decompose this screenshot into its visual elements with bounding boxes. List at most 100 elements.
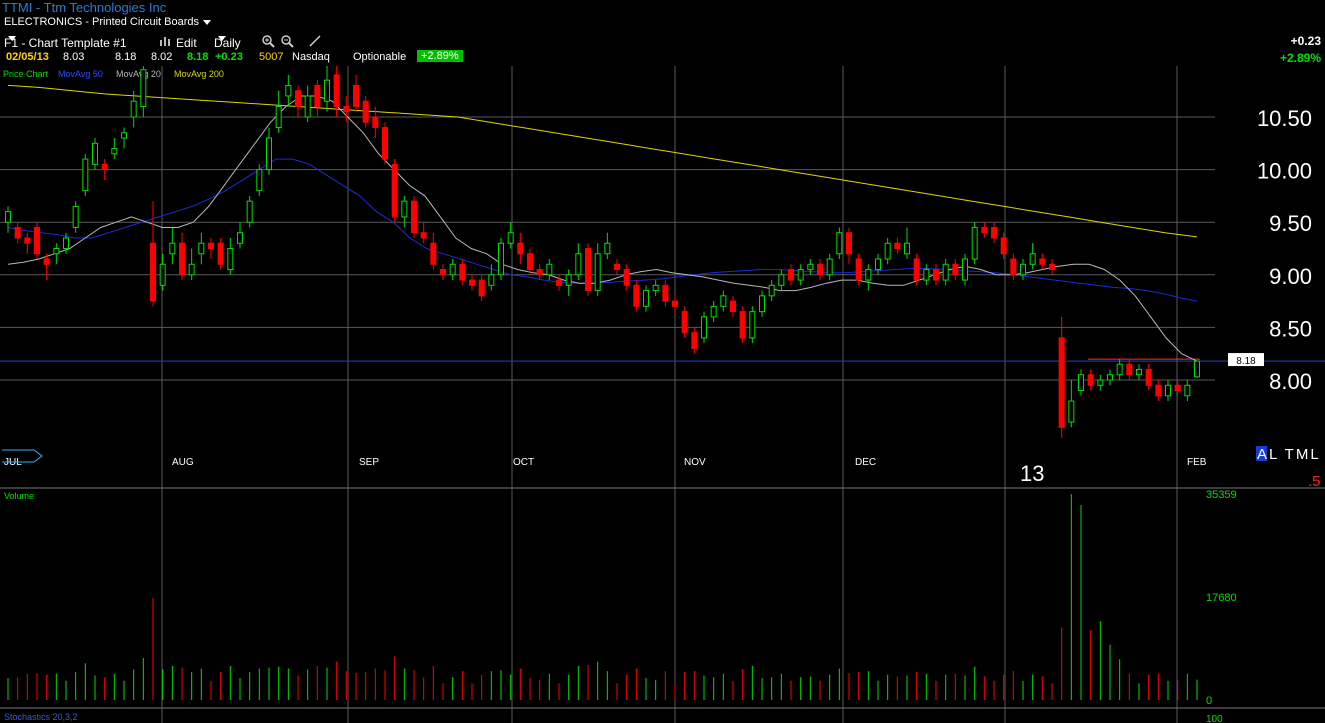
candle-body bbox=[1039, 258, 1046, 265]
zoom-out-button[interactable] bbox=[280, 34, 294, 51]
candle-body bbox=[778, 274, 785, 286]
candle-body bbox=[1097, 379, 1104, 386]
candle-body bbox=[507, 232, 514, 244]
candle-body bbox=[991, 226, 997, 239]
candle-body bbox=[807, 263, 814, 271]
al-highlight bbox=[1256, 446, 1267, 461]
candle-body bbox=[1078, 374, 1084, 392]
candle-body bbox=[14, 226, 21, 239]
candle-body bbox=[121, 132, 127, 139]
chart-toolbar: F1 - Chart Template #1 Edit Daily +0.23 bbox=[0, 32, 1325, 50]
candle-body bbox=[759, 295, 765, 313]
candle-body bbox=[691, 332, 698, 349]
candle-body bbox=[565, 274, 572, 286]
candle-body bbox=[527, 253, 533, 271]
chevron-down-icon bbox=[203, 19, 211, 25]
candle-body bbox=[643, 290, 649, 307]
pct-change-right: +2.89% bbox=[1279, 51, 1321, 65]
candle-body bbox=[208, 242, 214, 250]
candle-body bbox=[1020, 263, 1026, 276]
candle-body bbox=[913, 258, 920, 281]
candle-body bbox=[739, 311, 746, 339]
net-change-right: +0.23 bbox=[1290, 34, 1321, 48]
month-tick-label: OCT bbox=[513, 457, 534, 468]
year-label: 13 bbox=[1020, 461, 1044, 486]
candle-body bbox=[72, 205, 79, 228]
candle-body bbox=[92, 142, 98, 165]
candle-body bbox=[1194, 360, 1200, 378]
candle-body bbox=[623, 269, 630, 286]
candle-body bbox=[894, 242, 901, 250]
candle-body bbox=[585, 248, 591, 292]
candle-body bbox=[343, 105, 350, 113]
candle-body bbox=[1029, 253, 1036, 265]
candle-body bbox=[304, 95, 311, 118]
edit-button[interactable]: Edit bbox=[160, 34, 197, 50]
candle-body bbox=[1087, 374, 1094, 386]
candle-body bbox=[256, 169, 263, 192]
ma20-line bbox=[7, 95, 1198, 362]
candle-body bbox=[1165, 384, 1171, 397]
candle-body bbox=[971, 226, 978, 260]
candle-body bbox=[855, 258, 862, 281]
candle-body bbox=[904, 242, 910, 255]
candle-body bbox=[1058, 337, 1065, 428]
zoom-in-icon bbox=[262, 35, 275, 48]
candle-body bbox=[730, 300, 736, 313]
candle-body bbox=[150, 242, 156, 302]
candle-body bbox=[875, 258, 881, 271]
candle-body bbox=[1010, 258, 1017, 276]
price-tick-label: 9.50 bbox=[1269, 211, 1312, 236]
candle-body bbox=[382, 127, 388, 160]
industry-label: ELECTRONICS - Printed Circuit Boards bbox=[4, 16, 199, 28]
industry-dropdown[interactable]: ELECTRONICS - Printed Circuit Boards bbox=[4, 16, 211, 28]
zoom-in-button[interactable] bbox=[261, 34, 275, 51]
candle-body bbox=[933, 269, 939, 281]
candle-body bbox=[401, 200, 408, 218]
candle-body bbox=[652, 284, 659, 292]
candle-body bbox=[536, 269, 543, 276]
current-price-tag-label: 8.18 bbox=[1236, 356, 1256, 367]
candle-body bbox=[942, 263, 949, 281]
pct-change-badge: +2.89% bbox=[417, 50, 463, 62]
draw-line-button[interactable] bbox=[308, 34, 322, 51]
month-tick-label: NOV bbox=[684, 457, 706, 468]
candle-body bbox=[1184, 384, 1191, 397]
chevron-down-icon bbox=[8, 36, 16, 41]
candle-body bbox=[266, 137, 272, 171]
template-label: F1 - Chart Template #1 bbox=[4, 36, 127, 50]
candle-body bbox=[285, 84, 292, 97]
volume-tick-label: 17680 bbox=[1206, 592, 1237, 604]
candle-body bbox=[34, 226, 40, 255]
legend-movavg-20: MovAvg 20 bbox=[116, 69, 161, 79]
candle-body bbox=[469, 279, 475, 286]
candle-body bbox=[372, 116, 379, 129]
candle-body bbox=[865, 269, 872, 281]
candle-body bbox=[662, 284, 669, 302]
candle-body bbox=[227, 248, 234, 271]
security-title: TTMI - Ttm Technologies Inc bbox=[2, 0, 167, 15]
candle-body bbox=[797, 269, 804, 281]
candle-body bbox=[237, 232, 243, 244]
candle-body bbox=[817, 263, 823, 276]
candle-body bbox=[420, 232, 427, 239]
candle-body bbox=[275, 105, 282, 129]
legend-movavg-50: MovAvg 50 bbox=[58, 69, 103, 79]
quote-date: 02/05/13 bbox=[6, 51, 49, 63]
small-value: .5 bbox=[1308, 473, 1321, 490]
candle-body bbox=[981, 226, 988, 234]
price-tick-label: 8.50 bbox=[1269, 316, 1312, 341]
candle-body bbox=[884, 242, 891, 260]
month-tick-label: FEB bbox=[1187, 457, 1207, 468]
candle-body bbox=[314, 84, 321, 107]
legend-price-chart: Price Chart bbox=[3, 69, 49, 79]
candle-body bbox=[362, 100, 369, 123]
candle-body bbox=[575, 253, 582, 276]
quote-change: +0.23 bbox=[215, 51, 243, 63]
candle-body bbox=[826, 258, 833, 276]
legend-movavg-200: MovAvg 200 bbox=[174, 69, 224, 79]
quote-optionable: Optionable bbox=[353, 51, 407, 63]
scroll-left-handle[interactable] bbox=[2, 449, 43, 463]
candle-body bbox=[556, 279, 562, 286]
price-chart[interactable]: Price Chart MovAvg 50 MovAvg 20 MovAvg 2… bbox=[0, 66, 1325, 723]
